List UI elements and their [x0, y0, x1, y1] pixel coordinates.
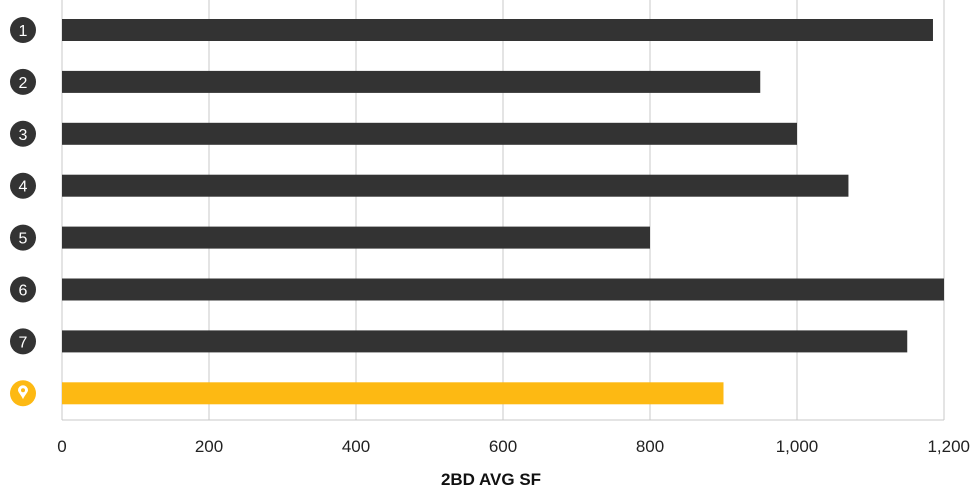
bar-2	[62, 70, 761, 93]
category-label: 5	[19, 231, 28, 248]
category-badges: 1 2 3 4 5 6 7	[10, 17, 36, 407]
category-label: 2	[19, 75, 28, 92]
bar-4	[62, 174, 849, 197]
x-axis-title: 2BD AVG SF	[441, 470, 541, 489]
bar-pin-icon	[62, 382, 724, 405]
bar-1	[62, 19, 933, 41]
map-pin-icon	[17, 385, 28, 400]
category-label: 3	[19, 127, 28, 144]
category-badge	[10, 172, 36, 199]
category-badge	[10, 276, 36, 303]
bar-6	[62, 278, 944, 301]
x-tick-label: 800	[636, 437, 664, 456]
grid-lines	[61, 0, 945, 421]
x-tick-label: 400	[342, 437, 370, 456]
category-label: 4	[19, 179, 28, 196]
bars	[62, 19, 944, 405]
bar-7	[62, 330, 908, 353]
category-badge	[10, 120, 36, 147]
x-tick-label: 600	[489, 437, 517, 456]
category-label: 6	[19, 283, 28, 300]
category-badge	[10, 224, 36, 251]
x-tick-label: 0	[57, 437, 66, 456]
category-badge	[10, 68, 36, 95]
x-tick-label: 200	[195, 437, 223, 456]
category-label: 7	[19, 334, 28, 351]
bar-5	[62, 226, 650, 249]
x-axis-ticks: 0 200 400 600 800 1,000 1,200	[57, 437, 970, 456]
category-badge	[10, 17, 36, 43]
x-tick-label: 1,200	[927, 437, 970, 456]
x-tick-label: 1,000	[776, 437, 819, 456]
category-badge	[10, 328, 36, 355]
bar-3	[62, 122, 797, 145]
category-label: 1	[19, 23, 28, 40]
